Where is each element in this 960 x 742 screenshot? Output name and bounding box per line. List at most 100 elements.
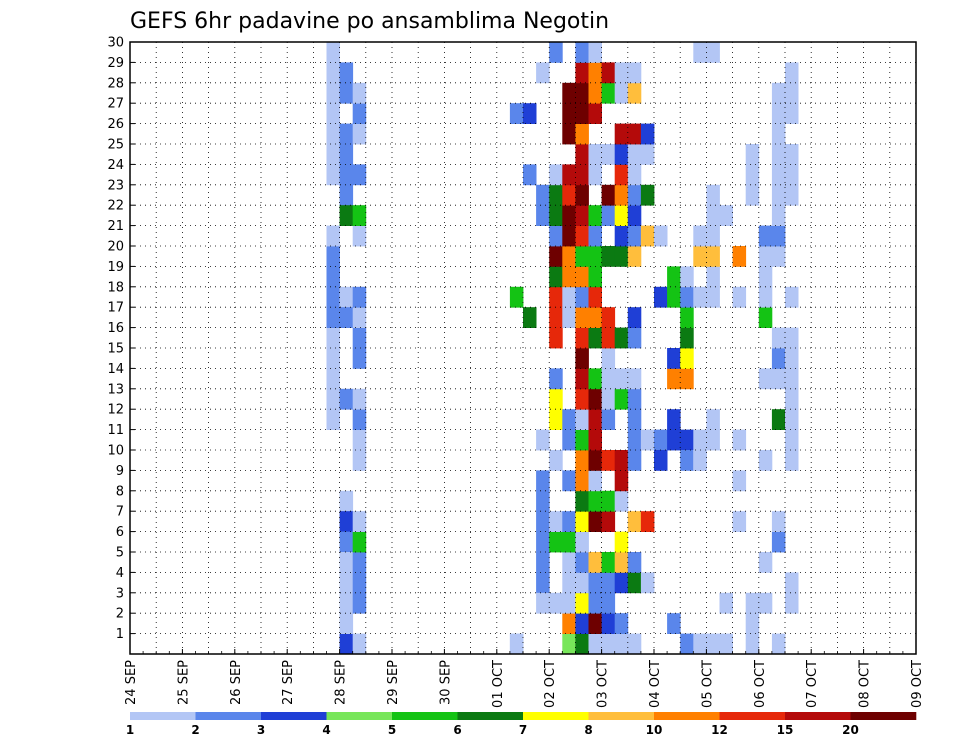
heatmap-cell xyxy=(785,82,799,104)
heatmap-cell xyxy=(575,225,589,247)
heatmap-cell xyxy=(627,205,642,226)
heatmap-cell xyxy=(771,246,786,267)
heatmap-cell xyxy=(575,205,589,226)
heatmap-cell xyxy=(614,470,629,492)
heatmap-cell xyxy=(588,613,602,634)
y-tick-label: 1 xyxy=(116,627,124,642)
heatmap-cell xyxy=(614,633,629,655)
heatmap-cell xyxy=(627,307,642,328)
heatmap-cell xyxy=(575,286,589,308)
y-tick-label: 30 xyxy=(107,36,124,51)
heatmap-cell xyxy=(588,205,602,226)
heatmap-cell xyxy=(785,327,799,349)
colorbar-label: 12 xyxy=(711,723,728,737)
heatmap-cell xyxy=(771,511,786,532)
heatmap-cell xyxy=(771,225,786,247)
x-tick-label: 28 SEP xyxy=(334,660,349,705)
heatmap-cell xyxy=(562,103,576,124)
heatmap-cell xyxy=(732,429,747,451)
colorbar-segment xyxy=(392,712,458,720)
heatmap-cell xyxy=(706,286,720,308)
heatmap-cell xyxy=(614,62,629,84)
heatmap-cell xyxy=(680,429,694,451)
heatmap-cell xyxy=(588,388,602,410)
heatmap-cell xyxy=(771,348,786,369)
heatmap-cell xyxy=(601,572,616,594)
heatmap-cell xyxy=(588,552,602,573)
colorbar-label: 7 xyxy=(519,723,527,737)
heatmap-cell xyxy=(640,572,655,594)
heatmap-cell xyxy=(785,184,799,206)
colorbar-label: 2 xyxy=(191,723,199,737)
colorbar-segment xyxy=(130,712,196,720)
heatmap-cell xyxy=(575,246,589,267)
heatmap-cell xyxy=(562,592,576,614)
y-tick-label: 3 xyxy=(116,586,124,601)
heatmap-cell xyxy=(627,511,642,532)
heatmap-cell xyxy=(352,164,367,186)
heatmap-cell xyxy=(352,552,367,573)
heatmap-cell xyxy=(339,613,354,634)
heatmap-cell xyxy=(575,82,589,104)
heatmap-cell xyxy=(339,286,354,308)
heatmap-cell xyxy=(745,164,760,186)
heatmap-cell xyxy=(339,184,354,206)
colorbar-segment xyxy=(654,712,720,720)
heatmap-cell xyxy=(640,123,655,145)
heatmap-cell xyxy=(627,552,642,573)
heatmap-cell xyxy=(614,225,629,247)
y-tick-label: 13 xyxy=(107,382,124,397)
heatmap-cell xyxy=(562,266,576,288)
heatmap-cell xyxy=(536,490,550,512)
x-tick-label: 05 OCT xyxy=(700,660,715,708)
x-tick-label: 26 SEP xyxy=(229,660,244,705)
y-tick-label: 26 xyxy=(107,117,124,132)
heatmap-cell xyxy=(339,144,354,165)
heatmap-cell xyxy=(771,205,786,226)
heatmap-cell xyxy=(785,164,799,186)
heatmap-cell xyxy=(627,450,642,471)
heatmap-cell xyxy=(352,82,367,104)
heatmap-cell xyxy=(614,613,629,634)
heatmap-cell xyxy=(693,429,707,451)
heatmap-cell xyxy=(575,470,589,492)
heatmap-cell xyxy=(588,42,602,63)
heatmap-cell xyxy=(326,266,340,288)
colorbar-label: 15 xyxy=(777,723,794,737)
heatmap-cell xyxy=(562,184,576,206)
heatmap-cell xyxy=(588,164,602,186)
heatmap-cell xyxy=(627,123,642,145)
heatmap-cell xyxy=(771,184,786,206)
y-tick-label: 19 xyxy=(107,260,124,275)
heatmap-cell xyxy=(771,103,786,124)
heatmap-cell xyxy=(352,103,367,124)
heatmap-cell xyxy=(549,184,563,206)
heatmap-cell xyxy=(326,164,340,186)
heatmap-cell xyxy=(601,62,616,84)
heatmap-cell xyxy=(627,246,642,267)
heatmap-cell xyxy=(562,511,576,532)
heatmap-cell xyxy=(549,531,563,553)
colorbar: 1 2 3 4 5 6 7 8 10 12 15 20 xyxy=(126,712,917,737)
heatmap-cell xyxy=(352,429,367,451)
heatmap-cell xyxy=(745,144,760,165)
colorbar-label: 10 xyxy=(646,723,663,737)
heatmap-cell xyxy=(771,327,786,349)
heatmap-cell xyxy=(326,62,340,84)
heatmap-cell xyxy=(785,409,799,430)
heatmap-cell xyxy=(549,388,563,410)
heatmap-cell xyxy=(326,42,340,63)
heatmap-cell xyxy=(536,531,550,553)
heatmap-cell xyxy=(562,633,576,655)
heatmap-cell xyxy=(758,286,773,308)
heatmap-cell xyxy=(758,450,773,471)
colorbar-label: 1 xyxy=(126,723,134,737)
heatmap-cell xyxy=(627,388,642,410)
heatmap-cell xyxy=(758,592,773,614)
heatmap-cell xyxy=(627,429,642,451)
heatmap-cell xyxy=(562,246,576,267)
colorbar-label: 5 xyxy=(388,723,396,737)
heatmap-cell xyxy=(549,307,563,328)
heatmap-cell xyxy=(785,286,799,308)
heatmap-cell xyxy=(575,613,589,634)
